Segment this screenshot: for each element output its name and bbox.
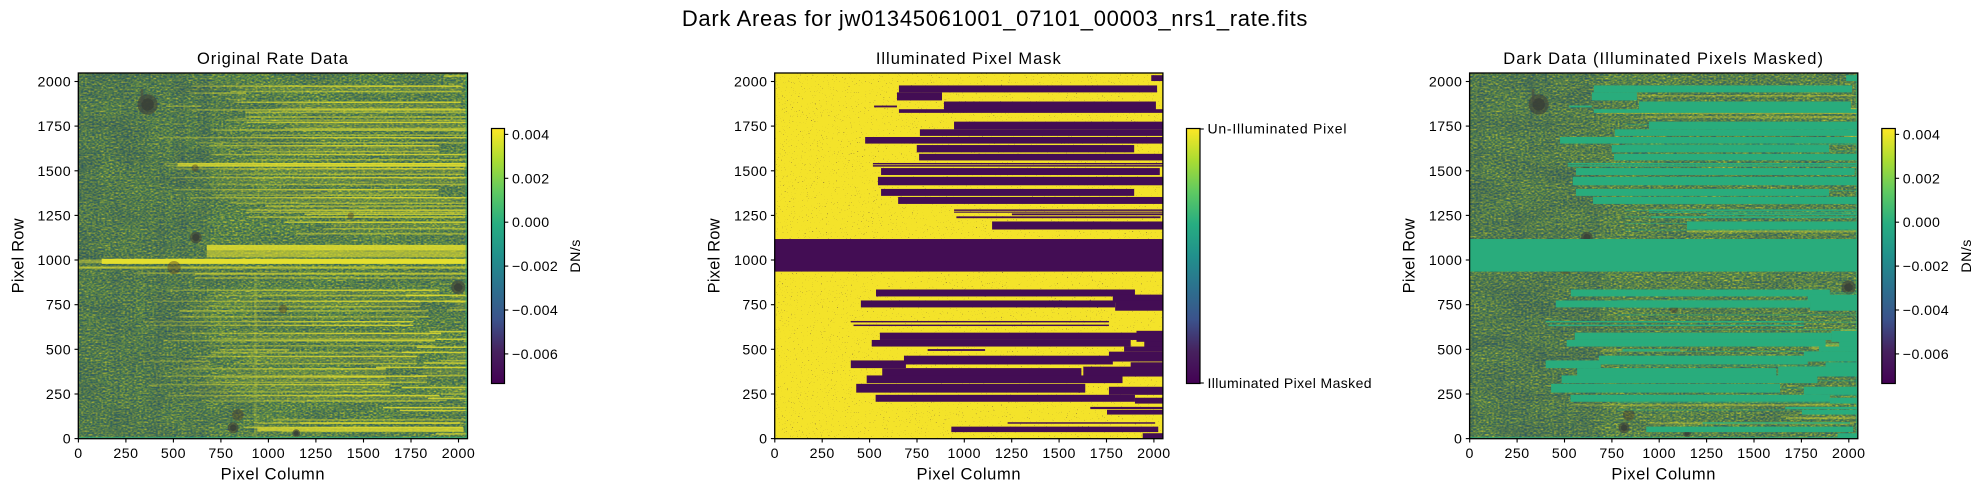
svg-text:1250: 1250 [299, 446, 333, 462]
svg-text:0.002: 0.002 [1903, 171, 1941, 187]
svg-text:0: 0 [1454, 432, 1462, 448]
svg-text:750: 750 [208, 446, 233, 462]
svg-text:1750: 1750 [1429, 119, 1463, 135]
svg-text:500: 500 [46, 342, 71, 358]
svg-text:500: 500 [1437, 342, 1462, 358]
svg-text:1750: 1750 [1785, 446, 1819, 462]
svg-text:2000: 2000 [38, 75, 72, 91]
svg-text:750: 750 [1599, 446, 1624, 462]
svg-text:0: 0 [63, 432, 71, 448]
svg-text:1250: 1250 [734, 208, 768, 224]
svg-text:750: 750 [1437, 298, 1462, 314]
svg-text:−0.004: −0.004 [512, 303, 558, 319]
svg-text:0.004: 0.004 [512, 127, 550, 143]
svg-text:500: 500 [742, 342, 767, 358]
svg-text:2000: 2000 [734, 75, 768, 91]
svg-text:Pixel Column: Pixel Column [221, 466, 326, 484]
svg-text:2000: 2000 [1832, 446, 1866, 462]
svg-text:1000: 1000 [38, 253, 72, 269]
svg-text:250: 250 [46, 387, 71, 403]
svg-text:0.002: 0.002 [512, 171, 550, 187]
svg-text:0.000: 0.000 [512, 215, 550, 231]
svg-text:1750: 1750 [1090, 446, 1124, 462]
svg-text:500: 500 [161, 446, 186, 462]
svg-text:1500: 1500 [347, 446, 381, 462]
svg-text:2000: 2000 [1137, 446, 1171, 462]
svg-text:−0.002: −0.002 [1903, 259, 1949, 275]
svg-text:1250: 1250 [1690, 446, 1724, 462]
svg-text:0: 0 [771, 446, 779, 462]
svg-text:Pixel Row: Pixel Row [1401, 218, 1419, 293]
svg-text:Original Rate Data: Original Rate Data [197, 50, 349, 68]
svg-text:1500: 1500 [38, 164, 72, 180]
svg-text:250: 250 [810, 446, 835, 462]
svg-text:500: 500 [1552, 446, 1577, 462]
svg-text:1500: 1500 [1737, 446, 1771, 462]
svg-text:1750: 1750 [38, 119, 72, 135]
svg-text:2000: 2000 [442, 446, 476, 462]
svg-text:Dark Areas for jw01345061001_0: Dark Areas for jw01345061001_07101_00003… [682, 6, 1308, 31]
svg-text:1500: 1500 [1042, 446, 1076, 462]
svg-text:500: 500 [857, 446, 882, 462]
svg-text:0: 0 [74, 446, 82, 462]
svg-text:1750: 1750 [734, 119, 768, 135]
svg-text:1000: 1000 [734, 253, 768, 269]
svg-text:DN/s: DN/s [1959, 239, 1975, 273]
svg-text:0.004: 0.004 [1903, 127, 1941, 143]
svg-text:750: 750 [904, 446, 929, 462]
svg-text:1000: 1000 [948, 446, 982, 462]
svg-text:250: 250 [742, 387, 767, 403]
svg-text:−0.002: −0.002 [512, 259, 558, 275]
svg-text:Dark Data (Illuminated Pixels: Dark Data (Illuminated Pixels Masked) [1503, 50, 1824, 68]
svg-text:Pixel Column: Pixel Column [1611, 466, 1716, 484]
svg-text:Pixel Row: Pixel Row [9, 218, 27, 293]
svg-text:1250: 1250 [1429, 208, 1463, 224]
svg-text:−0.006: −0.006 [1903, 347, 1949, 363]
svg-text:750: 750 [742, 298, 767, 314]
svg-text:1250: 1250 [38, 208, 72, 224]
svg-text:250: 250 [1437, 387, 1462, 403]
svg-text:1000: 1000 [1429, 253, 1463, 269]
svg-text:0: 0 [759, 432, 767, 448]
svg-text:−0.006: −0.006 [512, 347, 558, 363]
svg-text:1500: 1500 [1429, 164, 1463, 180]
svg-text:250: 250 [113, 446, 138, 462]
svg-text:1500: 1500 [734, 164, 768, 180]
svg-text:Illuminated Pixel Mask: Illuminated Pixel Mask [876, 50, 1062, 68]
svg-text:750: 750 [46, 298, 71, 314]
svg-text:1000: 1000 [1642, 446, 1676, 462]
svg-text:Pixel Column: Pixel Column [916, 466, 1021, 484]
svg-text:250: 250 [1505, 446, 1530, 462]
svg-text:1250: 1250 [995, 446, 1029, 462]
svg-text:0.000: 0.000 [1903, 215, 1941, 231]
svg-text:Pixel Row: Pixel Row [706, 218, 724, 293]
svg-text:DN/s: DN/s [568, 239, 584, 273]
svg-text:Un-Illuminated Pixel: Un-Illuminated Pixel [1208, 121, 1348, 137]
svg-text:−0.004: −0.004 [1903, 303, 1949, 319]
svg-text:0: 0 [1466, 446, 1474, 462]
svg-text:2000: 2000 [1429, 75, 1463, 91]
svg-text:Illuminated Pixel Masked: Illuminated Pixel Masked [1208, 375, 1372, 391]
svg-text:1000: 1000 [252, 446, 286, 462]
svg-text:1750: 1750 [394, 446, 428, 462]
